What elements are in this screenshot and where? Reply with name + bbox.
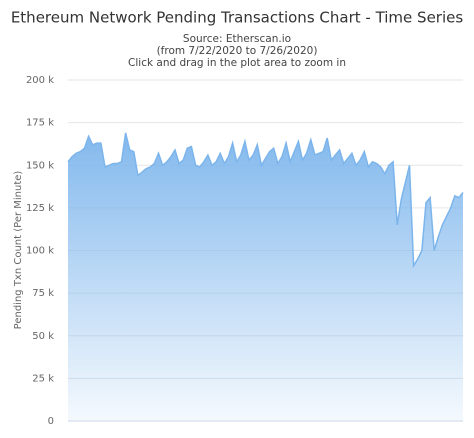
y-tick-label: 175 k [26,118,54,129]
line [67,132,464,269]
y-tick-label: 0 [48,416,54,427]
y-tick-label: 25 k [32,373,54,384]
y-tick-label: 150 k [26,160,54,171]
y-tick-label: 100 k [26,246,54,257]
chart-title: Ethereum Network Pending Transactions Ch… [11,9,464,27]
y-tick-label: 200 k [26,75,54,86]
subtitle: Click and drag in the plot area to zoom … [128,57,346,69]
y-tick-label: 75 k [32,288,54,299]
y-tick-label: 50 k [32,331,54,342]
subtitle: Source: Etherscan.io [183,33,291,45]
area [68,132,463,421]
subtitle: (from 7/22/2020 to 7/26/2020) [157,45,318,57]
y-axis-label: Pending Txn Count (Per Minute) [13,171,24,330]
y-tick-label: 125 k [26,203,54,214]
